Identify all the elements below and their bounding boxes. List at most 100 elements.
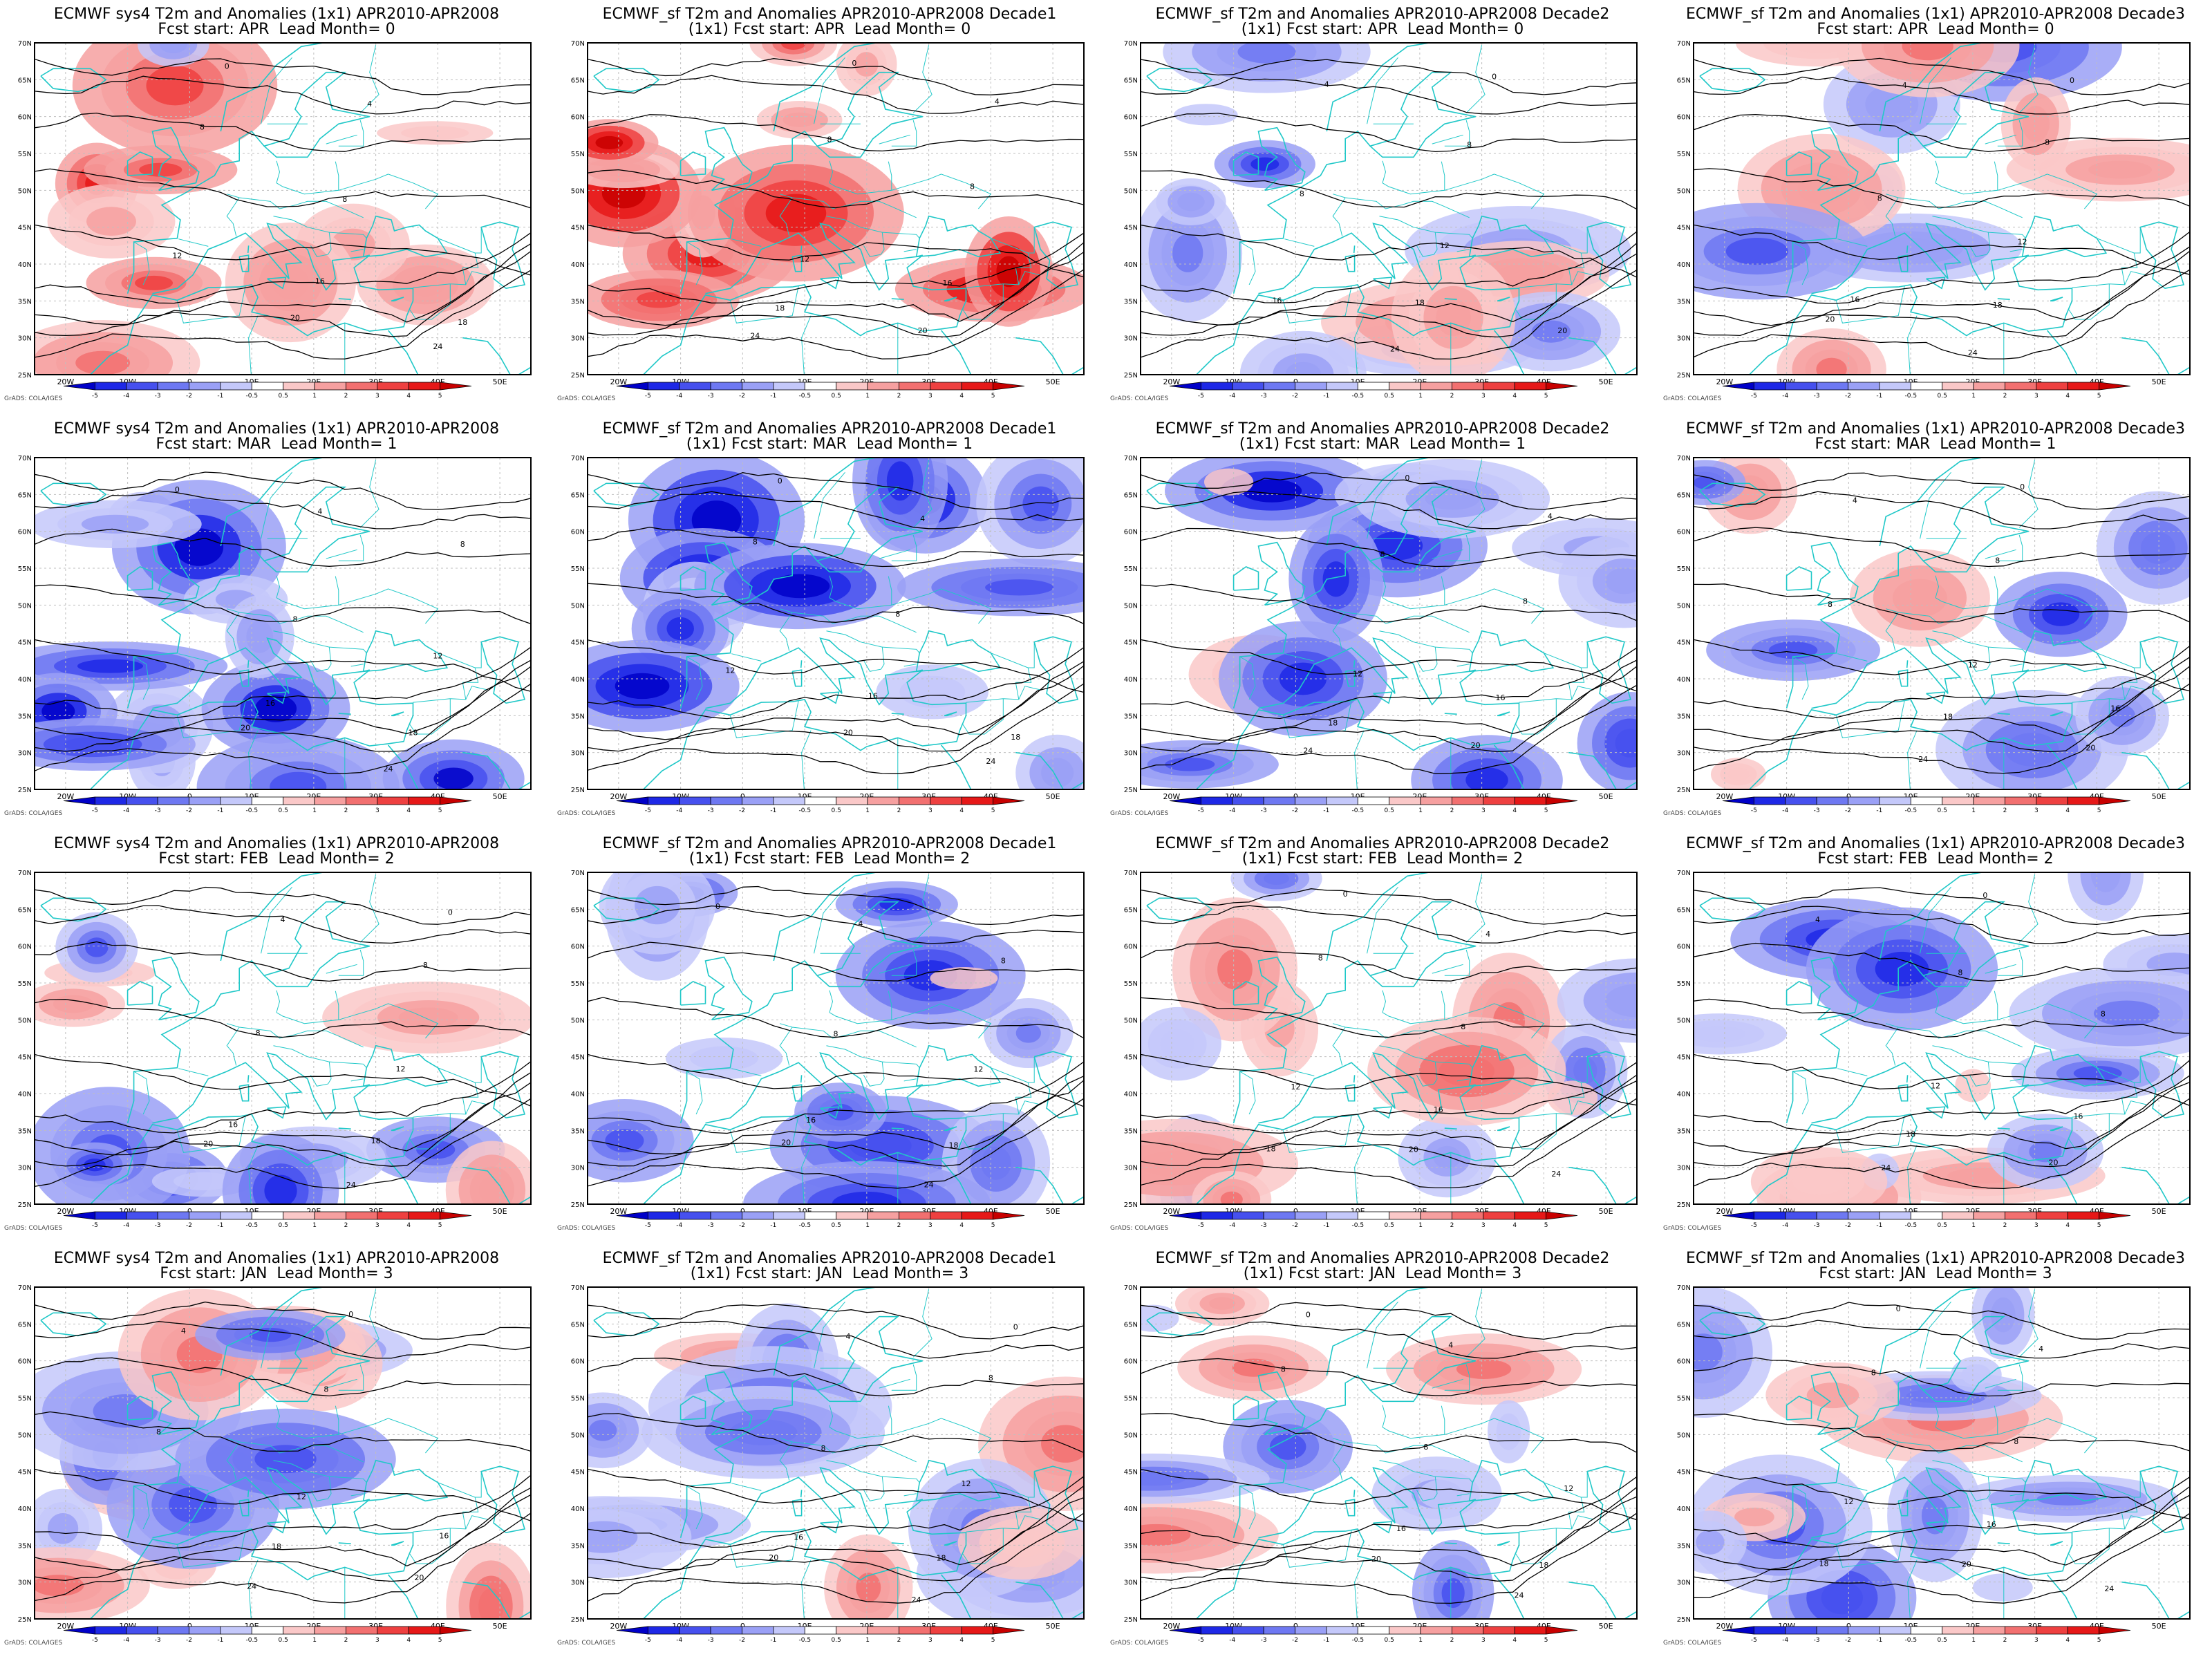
grads-credit: GrADS: COLA/IGES	[557, 810, 616, 817]
colorbar-tick-label: 2	[1450, 393, 1454, 400]
colorbar-swatch	[804, 382, 837, 391]
colorbar-tick-label: 2	[897, 1222, 901, 1229]
anomaly-shade	[2029, 1141, 2062, 1163]
colorbar-tick-label: 2	[1450, 1222, 1454, 1229]
map-panel: ECMWF_sf T2m and Anomalies (1x1) APR2010…	[1659, 415, 2212, 830]
map-panel: ECMWF_sf T2m and Anomalies (1x1) APR2010…	[1659, 0, 2212, 415]
colorbar	[1169, 1626, 1578, 1635]
panel-title: ECMWF_sf T2m and Anomalies APR2010-APR20…	[602, 420, 1057, 438]
isotherm-label: 16	[1434, 1105, 1443, 1114]
colorbar-tick-label: 0.5	[1385, 807, 1394, 814]
isotherm-label: 16	[1496, 693, 1506, 702]
map-frame	[1140, 1286, 1638, 1620]
colorbar-swatch	[804, 796, 837, 805]
colorbar	[616, 796, 1025, 805]
isotherms	[35, 886, 531, 1190]
isotherm-label: 8	[753, 537, 758, 546]
colorbar	[63, 1626, 472, 1635]
anomaly-shade	[1605, 568, 1637, 594]
panel-title: ECMWF_sf T2m and Anomalies APR2010-APR20…	[1155, 1250, 1610, 1267]
isotherm-label: 16	[315, 276, 325, 285]
colorbar-swatch	[1514, 796, 1547, 805]
colorbar	[1722, 796, 2131, 805]
isotherm-label: 20	[1371, 1555, 1381, 1564]
colorbar-tick-label: -3	[1261, 393, 1267, 400]
colorbar-tick-label: -1	[1876, 393, 1882, 400]
colorbar-swatch	[314, 382, 346, 391]
anomaly-shade	[886, 461, 914, 501]
colorbar-tick-label: -0.5	[799, 807, 812, 814]
lat-tick-label: 30N	[571, 335, 585, 343]
anomaly-shade	[997, 1528, 1047, 1557]
colorbar-tick-label: -3	[708, 393, 714, 400]
panel-title: ECMWF_sf T2m and Anomalies APR2010-APR20…	[1155, 420, 1610, 438]
colorbar-swatch	[220, 1626, 252, 1635]
isotherm-label: 8	[1318, 954, 1323, 963]
anomaly-map: 0488121618202470N65N60N55N50N45N40N35N30…	[1677, 870, 2191, 1229]
colorbar-swatch	[1326, 382, 1358, 391]
colorbar-tick-label: -2	[1845, 807, 1851, 814]
colorbar-tick-label: 1	[1971, 1637, 1976, 1644]
lat-tick-label: 60N	[571, 1358, 585, 1366]
colorbar-swatch	[1910, 1211, 1943, 1220]
colorbar-tick-label: 3	[2034, 1637, 2038, 1644]
lon-tick-label: 20W	[57, 1207, 74, 1216]
lat-tick-label: 50N	[571, 602, 585, 610]
colorbar-swatch	[126, 1626, 158, 1635]
colorbar-tick-label: 0.5	[279, 393, 288, 400]
lat-tick-label: 45N	[1124, 639, 1138, 647]
colorbar-tick-label: -4	[123, 1637, 129, 1644]
isotherm-label: 8	[1281, 1365, 1286, 1374]
lat-tick-label: 50N	[571, 187, 585, 195]
lon-tick-label: 50E	[2152, 792, 2166, 801]
graticule	[1141, 43, 1637, 375]
colorbar-swatch	[1295, 1626, 1327, 1635]
colorbar-tick-label: 0.5	[1385, 393, 1394, 400]
lon-tick-label: 0	[1293, 377, 1298, 386]
lat-tick-label: 45N	[1124, 1469, 1138, 1477]
colorbar-swatch	[647, 796, 680, 805]
colorbar-swatch	[742, 1626, 774, 1635]
lat-tick-label: 45N	[18, 1054, 32, 1062]
borders	[686, 45, 1041, 375]
isotherm-label: 24	[433, 342, 442, 351]
panel-subtitle: Fcst start: FEB Lead Month= 2	[158, 850, 395, 868]
colorbar	[1169, 1211, 1578, 1220]
lat-tick-label: 65N	[571, 77, 585, 84]
colorbar-swatch	[647, 1211, 680, 1220]
colorbar-swatch	[314, 1211, 346, 1220]
anomaly-map: 0488121618202470N65N60N55N50N45N40N35N30…	[1124, 1284, 1638, 1644]
colorbar-tick-label: -2	[739, 807, 745, 814]
lat-tick-label: 55N	[18, 1395, 32, 1403]
colorbar-tick-label: -3	[1261, 807, 1267, 814]
anomaly-shade	[1264, 872, 1290, 885]
anomaly-shade	[1875, 951, 1929, 986]
isotherm-label: 18	[1011, 733, 1020, 742]
lat-tick-label: 25N	[1677, 787, 1691, 794]
panel-title: ECMWF_sf T2m and Anomalies APR2010-APR20…	[602, 835, 1057, 852]
lat-tick-label: 50N	[18, 1432, 32, 1439]
lat-tick-label: 65N	[1124, 77, 1138, 84]
anomaly-shade	[53, 995, 94, 1013]
colorbar-swatch	[773, 796, 805, 805]
colorbar-tick-label: 4	[959, 1222, 964, 1229]
colorbar-tick-label: -5	[1198, 393, 1204, 400]
colorbar-swatch	[961, 1626, 994, 1635]
colorbar-swatch	[679, 796, 711, 805]
colorbar-swatch	[1973, 382, 2005, 391]
isotherm-label: 12	[725, 666, 735, 675]
isotherm-label: 8	[1467, 140, 1472, 149]
colorbar-swatch	[773, 1211, 805, 1220]
isotherm-label: 12	[1440, 241, 1450, 250]
anomaly-shade	[174, 528, 224, 566]
colorbar-tick-label: 2	[1450, 1637, 1454, 1644]
map-panel: ECMWF sys4 T2m and Anomalies (1x1) APR20…	[0, 1244, 553, 1659]
colorbar-tick-label: 0.5	[1938, 807, 1947, 814]
lat-tick-label: 40N	[571, 676, 585, 684]
isotherm-label: 16	[943, 279, 953, 288]
colorbar-swatch	[1848, 796, 1880, 805]
lat-tick-label: 40N	[18, 261, 32, 269]
isotherm-label: 0	[448, 908, 453, 917]
isotherm-label: 24	[384, 765, 393, 774]
